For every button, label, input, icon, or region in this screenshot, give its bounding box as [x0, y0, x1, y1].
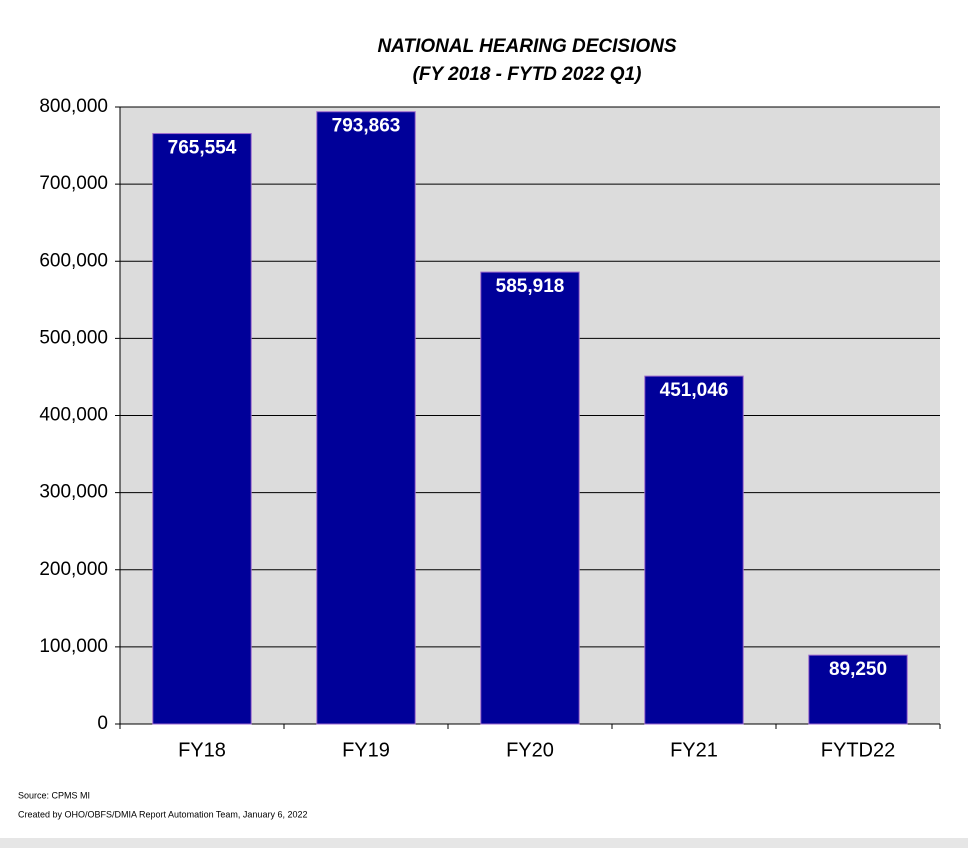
y-tick-label: 200,000 [39, 559, 108, 580]
value-label: 585,918 [496, 276, 565, 297]
value-label: 765,554 [168, 138, 237, 159]
bar [152, 133, 252, 725]
bar [808, 654, 908, 725]
bar [316, 111, 416, 725]
chart-subtitle: (FY 2018 - FYTD 2022 Q1) [413, 64, 642, 85]
value-label: 793,863 [332, 116, 401, 137]
y-tick-label: 300,000 [39, 482, 108, 503]
y-tick-label: 0 [97, 713, 108, 734]
bar [480, 271, 580, 725]
value-label: 89,250 [829, 659, 887, 680]
y-tick-label: 600,000 [39, 250, 108, 271]
value-label: 451,046 [660, 380, 729, 401]
y-tick-label: 500,000 [39, 327, 108, 348]
x-tick-label: FYTD22 [821, 739, 895, 761]
y-tick-label: 100,000 [39, 636, 108, 657]
x-tick-label: FY20 [506, 739, 554, 761]
x-tick-label: FY18 [178, 739, 226, 761]
y-tick-label: 700,000 [39, 173, 108, 194]
source-note: Source: CPMS MI [18, 790, 90, 800]
y-tick-label: 400,000 [39, 405, 108, 426]
created-note: Created by OHO/OBFS/DMIA Report Automati… [18, 809, 307, 819]
y-tick-label: 800,000 [39, 96, 108, 117]
bottom-strip [0, 838, 968, 848]
bar [644, 375, 744, 725]
x-tick-label: FY21 [670, 739, 718, 761]
x-tick-label: FY19 [342, 739, 390, 761]
chart-title: NATIONAL HEARING DECISIONS [377, 36, 676, 57]
